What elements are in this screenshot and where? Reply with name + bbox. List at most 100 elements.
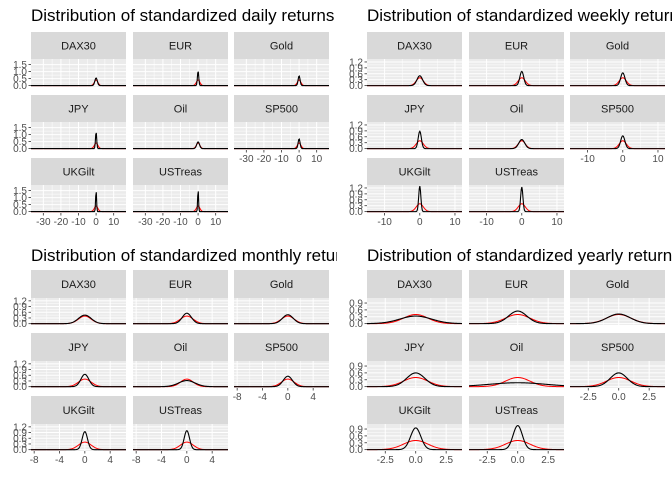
facet-label: EUR — [505, 41, 528, 53]
y-tick-label: 1.5 — [13, 123, 27, 134]
chart-3: Distribution of standardized yearly retu… — [349, 246, 672, 466]
x-tick-label: 0 — [417, 217, 423, 228]
x-tick-label: -10 — [274, 154, 289, 165]
facet-strip — [570, 32, 665, 59]
x-tick-label: -10 — [173, 217, 188, 228]
facet-jpy: JPY 0.00.30.60.91.2 — [349, 95, 462, 155]
empirical-density-line — [469, 425, 564, 451]
empirical-density-line — [234, 75, 329, 87]
facet-strip — [367, 158, 462, 185]
empirical-density-line — [133, 380, 228, 388]
chart-1: Distribution of standardized weekly retu… — [349, 6, 672, 228]
y-tick-label: 1.2 — [349, 57, 363, 68]
x-tick-label: -4 — [258, 392, 267, 403]
y-tick-label: 0.0 — [349, 445, 363, 456]
normal-density-line — [469, 376, 564, 388]
x-tick-label: -2.5 — [377, 455, 395, 466]
facet-strip — [469, 270, 564, 298]
facet-label: Oil — [510, 342, 523, 354]
facet-strip — [469, 396, 564, 424]
empirical-density-line — [469, 310, 564, 325]
x-tick-label: 10 — [652, 154, 664, 165]
facet-strip — [367, 95, 462, 122]
facet-strip — [469, 32, 564, 59]
panel-background — [367, 361, 462, 388]
empirical-density-line — [469, 186, 564, 213]
y-tick-label: 1.0 — [13, 193, 27, 204]
empirical-density-line — [367, 427, 462, 451]
x-tick-label: 4 — [310, 392, 316, 403]
facet-strip — [133, 32, 228, 59]
facet-label: Oil — [174, 104, 187, 116]
y-tick-label: 0.9 — [349, 425, 363, 436]
facet-ukgilt: UKGilt 0.00.30.60.91.2 -10 0 10 — [349, 158, 462, 228]
y-tick-label: 0.9 — [13, 428, 27, 439]
chart-0: Distribution of standardized daily retur… — [13, 6, 334, 228]
x-tick-label: 0 — [285, 392, 291, 403]
facet-strip — [31, 396, 126, 424]
x-tick-label: 0 — [184, 455, 190, 466]
facet-dax30: DAX30 0.00.30.60.9 — [349, 270, 462, 330]
facet-strip — [570, 95, 665, 122]
y-tick-label: 0.0 — [349, 382, 363, 393]
y-tick-label: 0.3 — [349, 201, 363, 212]
empirical-density-line — [133, 430, 228, 451]
facet-gold: Gold — [570, 32, 665, 87]
y-tick-label: 0.6 — [349, 368, 363, 379]
empirical-density-line — [570, 372, 665, 388]
facet-label: DAX30 — [61, 279, 96, 291]
panel-background — [570, 361, 665, 388]
empirical-density-line — [367, 130, 462, 150]
normal-density-line — [367, 313, 462, 325]
x-tick-label: -8 — [30, 455, 39, 466]
x-tick-label: -30 — [36, 217, 51, 228]
x-tick-label: -30 — [239, 154, 254, 165]
y-tick-label: 0.3 — [349, 375, 363, 386]
y-tick-label: 0.6 — [13, 308, 27, 319]
empirical-density-line — [367, 185, 462, 213]
x-tick-label: 0 — [195, 217, 201, 228]
x-tick-label: -4 — [55, 455, 64, 466]
y-tick-label: 0.3 — [349, 438, 363, 449]
chart-2: Distribution of standardized monthly ret… — [13, 246, 337, 466]
facet-label: JPY — [404, 104, 425, 116]
y-tick-label: 0.0 — [349, 319, 363, 330]
empirical-density-line — [367, 75, 462, 87]
facet-strip — [31, 333, 126, 361]
facet-strip — [469, 158, 564, 185]
facet-ustreas: USTreas -10 0 10 — [469, 158, 564, 228]
facet-label: SP500 — [265, 342, 298, 354]
y-tick-label: 0.5 — [13, 137, 27, 148]
facet-label: Gold — [606, 279, 629, 291]
facet-strip — [31, 158, 126, 185]
y-tick-label: 0.6 — [349, 195, 363, 206]
y-tick-label: 0.0 — [13, 319, 27, 330]
facet-ustreas: USTreas -8 -4 0 4 — [132, 396, 228, 466]
facet-strip — [133, 270, 228, 298]
empirical-density-line — [234, 138, 329, 150]
y-tick-label: 0.9 — [349, 189, 363, 200]
y-tick-label: 1.2 — [13, 422, 27, 433]
facet-strip — [367, 333, 462, 361]
facet-strip — [469, 333, 564, 361]
panel-background — [469, 361, 564, 388]
facet-eur: EUR — [133, 32, 228, 87]
y-tick-label: 0.9 — [349, 126, 363, 137]
x-tick-label: 0 — [93, 217, 99, 228]
y-tick-label: 0.0 — [13, 81, 27, 92]
facet-strip — [234, 32, 329, 59]
facet-label: USTreas — [159, 167, 202, 179]
empirical-density-line — [469, 382, 564, 387]
y-tick-label: 0.9 — [13, 365, 27, 376]
facet-label: Gold — [270, 41, 293, 53]
y-tick-label: 0.0 — [13, 207, 27, 218]
x-tick-label: 10 — [210, 217, 222, 228]
y-tick-label: 0.6 — [349, 132, 363, 143]
facet-oil: Oil — [133, 95, 228, 150]
x-tick-label: -20 — [156, 217, 171, 228]
facet-strip — [133, 95, 228, 122]
facet-jpy: JPY 0.00.30.60.9 — [349, 333, 462, 393]
facet-strip — [31, 95, 126, 122]
facet-sp500: SP500 -10 0 10 — [570, 95, 665, 165]
facet-label: Gold — [606, 41, 629, 53]
